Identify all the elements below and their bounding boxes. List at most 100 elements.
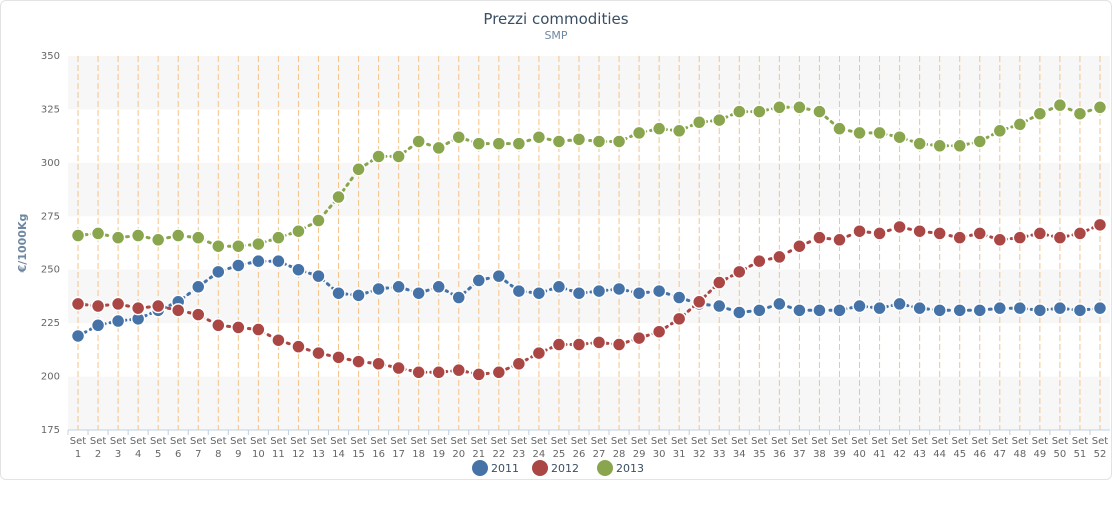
data-point[interactable] (1072, 303, 1088, 318)
data-point[interactable] (732, 104, 747, 119)
data-point[interactable] (431, 365, 446, 380)
data-point[interactable] (992, 123, 1008, 139)
data-point[interactable] (70, 228, 86, 243)
data-point[interactable] (752, 253, 767, 269)
data-point[interactable] (331, 350, 346, 365)
data-point[interactable] (631, 330, 647, 346)
data-point[interactable] (251, 253, 266, 269)
legend-item-2011[interactable]: 2011 (472, 460, 519, 476)
data-point[interactable] (351, 288, 366, 303)
data-point[interactable] (70, 296, 86, 312)
data-point[interactable] (271, 332, 286, 348)
data-point[interactable] (110, 313, 126, 329)
data-point[interactable] (211, 238, 226, 254)
data-point[interactable] (591, 335, 607, 350)
data-point[interactable] (150, 232, 166, 248)
data-point[interactable] (1032, 303, 1048, 318)
data-point[interactable] (511, 356, 527, 371)
data-point[interactable] (651, 324, 667, 339)
data-point[interactable] (170, 228, 186, 243)
data-point[interactable] (231, 238, 246, 254)
data-point[interactable] (772, 249, 787, 265)
data-point[interactable] (391, 149, 406, 164)
data-point[interactable] (1052, 300, 1068, 316)
data-point[interactable] (411, 134, 426, 149)
data-point[interactable] (712, 275, 727, 290)
data-point[interactable] (712, 112, 727, 128)
data-point[interactable] (531, 285, 547, 301)
data-point[interactable] (571, 337, 587, 352)
data-point[interactable] (732, 305, 747, 320)
data-point[interactable] (972, 303, 987, 318)
data-point[interactable] (271, 253, 286, 269)
data-point[interactable] (752, 303, 767, 318)
data-point[interactable] (852, 125, 867, 141)
data-point[interactable] (451, 290, 466, 305)
data-point[interactable] (1072, 226, 1088, 241)
data-point[interactable] (110, 230, 126, 245)
data-point[interactable] (691, 294, 707, 310)
data-point[interactable] (1072, 106, 1088, 121)
data-point[interactable] (311, 345, 326, 361)
data-point[interactable] (772, 296, 787, 312)
data-point[interactable] (792, 100, 807, 115)
data-point[interactable] (812, 303, 827, 318)
data-point[interactable] (1032, 106, 1048, 121)
data-point[interactable] (1012, 230, 1028, 245)
data-point[interactable] (231, 320, 246, 335)
data-point[interactable] (772, 100, 787, 115)
data-point[interactable] (351, 354, 366, 369)
data-point[interactable] (571, 285, 587, 301)
data-point[interactable] (391, 279, 406, 295)
data-point[interactable] (251, 322, 266, 337)
data-point[interactable] (712, 298, 727, 314)
data-point[interactable] (832, 121, 847, 136)
data-point[interactable] (1052, 97, 1068, 113)
data-point[interactable] (1092, 300, 1108, 316)
data-point[interactable] (972, 134, 987, 149)
data-point[interactable] (912, 223, 927, 239)
data-point[interactable] (291, 223, 306, 239)
data-point[interactable] (792, 238, 807, 254)
data-point[interactable] (371, 356, 386, 371)
data-point[interactable] (1032, 226, 1048, 241)
data-point[interactable] (832, 303, 847, 318)
data-point[interactable] (411, 365, 426, 380)
data-point[interactable] (431, 140, 446, 156)
data-point[interactable] (371, 281, 386, 297)
data-point[interactable] (150, 298, 166, 314)
data-point[interactable] (792, 303, 807, 318)
data-point[interactable] (291, 262, 306, 277)
data-point[interactable] (872, 300, 887, 316)
data-point[interactable] (671, 123, 687, 139)
data-point[interactable] (90, 318, 106, 333)
data-point[interactable] (992, 232, 1008, 248)
data-point[interactable] (70, 328, 86, 344)
data-point[interactable] (451, 129, 466, 145)
data-point[interactable] (471, 273, 487, 288)
data-point[interactable] (611, 281, 627, 297)
data-point[interactable] (671, 311, 687, 327)
data-point[interactable] (491, 365, 507, 380)
data-point[interactable] (892, 129, 907, 145)
data-point[interactable] (872, 125, 887, 141)
data-point[interactable] (611, 134, 627, 149)
data-point[interactable] (1012, 117, 1028, 132)
data-point[interactable] (371, 149, 386, 164)
data-point[interactable] (932, 138, 947, 154)
data-point[interactable] (291, 339, 306, 354)
data-point[interactable] (130, 300, 146, 316)
data-point[interactable] (491, 268, 507, 284)
data-point[interactable] (1092, 217, 1108, 233)
data-point[interactable] (571, 132, 587, 147)
data-point[interactable] (251, 236, 266, 252)
data-point[interactable] (311, 268, 326, 284)
data-point[interactable] (491, 136, 507, 151)
data-point[interactable] (90, 226, 106, 241)
data-point[interactable] (531, 345, 547, 361)
data-point[interactable] (932, 226, 947, 241)
data-point[interactable] (752, 104, 767, 119)
data-point[interactable] (1092, 100, 1108, 115)
data-point[interactable] (451, 362, 466, 378)
data-point[interactable] (952, 303, 967, 318)
